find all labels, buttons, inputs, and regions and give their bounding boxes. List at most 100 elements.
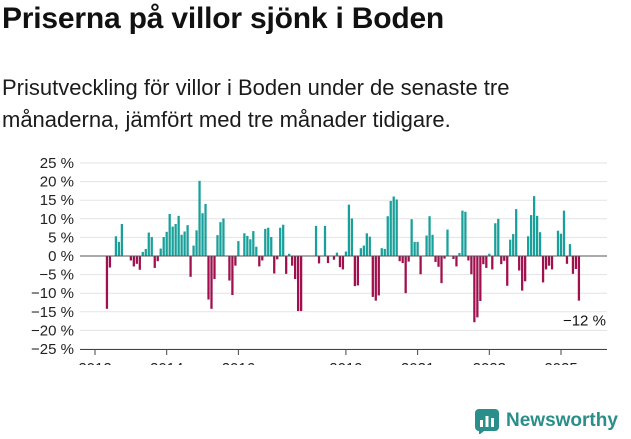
bar [117,241,121,256]
bar [141,251,144,256]
bar [571,256,575,274]
bar [568,244,572,256]
bar [407,256,410,262]
bar [437,256,440,267]
newsworthy-logo-icon [475,409,499,434]
bar [518,256,521,271]
bar [356,256,360,286]
bar [207,256,210,300]
bar [267,227,270,256]
bar [559,233,563,256]
bar [165,231,168,256]
bar [276,256,279,260]
bar [285,256,288,274]
bar [535,215,539,256]
bar [362,245,365,256]
x-tick-label: 2023 [473,360,506,365]
bar [455,256,458,267]
bar [547,256,551,266]
brand-name: Newsworthy [506,410,618,431]
bar [177,215,180,256]
bar [425,235,428,256]
bar [350,218,354,256]
bar [147,232,150,256]
bar [383,248,386,256]
bar [120,224,124,256]
bar [189,256,192,277]
bar [314,225,318,256]
bar [186,225,189,256]
bar [541,256,545,283]
bar [234,256,237,266]
bar [353,256,357,287]
bar [159,248,162,256]
bar [398,256,401,262]
bar [153,256,156,268]
bar [210,256,213,309]
bar [550,256,554,270]
y-tick-label: −10 % [31,285,74,302]
bar [291,256,294,266]
x-tick-label: 2025 [544,360,577,365]
bar [204,203,207,256]
bar [144,248,147,256]
bar [416,241,419,256]
y-tick-label: 5 % [48,229,74,246]
last-value-label: −12 % [563,313,606,330]
bar [150,237,153,256]
bar [162,237,165,256]
bar [138,256,141,270]
bar [491,256,494,270]
bar [485,256,488,268]
bar-chart: 25 % 20 %15 % 10 %5 % 0 % −5 %−10 % −15 %−20 … [31,155,607,365]
bar [577,256,581,301]
y-tick-label: 20 % [40,174,74,191]
bar [192,245,195,256]
bar [347,204,351,256]
bar [156,256,159,262]
bar [488,253,491,256]
y-tick-label: −25 % [31,341,74,358]
bar [521,256,524,291]
bar [556,230,560,256]
y-tick-label: 25 % [40,155,74,172]
y-tick-label: −20 % [31,322,74,339]
bar [574,256,578,270]
bar [288,253,291,256]
bar [452,256,455,259]
x-tick-label: 2012 [78,360,111,365]
bar [332,256,336,260]
bar [503,256,506,261]
bar [198,180,201,256]
bar [431,234,434,256]
bar [476,256,479,318]
bar [216,235,219,256]
bar [473,256,476,323]
bar [544,256,548,270]
bar [515,209,518,256]
x-tick-label: 2014 [150,360,183,365]
bar [273,256,276,274]
bar [434,256,437,262]
bar [174,224,177,256]
y-tick-label: 10 % [40,211,74,228]
bar [527,236,530,256]
bar [365,233,368,256]
bar [443,256,446,259]
y-tick-label: −15 % [31,304,74,321]
bar [249,239,252,256]
bar [296,256,300,312]
bar [132,256,135,267]
bar [446,229,449,256]
bar [323,225,327,256]
bar [246,235,249,256]
bar [114,236,118,256]
bar [512,234,515,256]
bar [377,256,380,296]
bar [479,256,482,302]
bar [506,256,509,286]
bar [410,219,413,256]
bar [219,222,222,256]
bar [180,234,183,256]
bar [509,239,512,256]
